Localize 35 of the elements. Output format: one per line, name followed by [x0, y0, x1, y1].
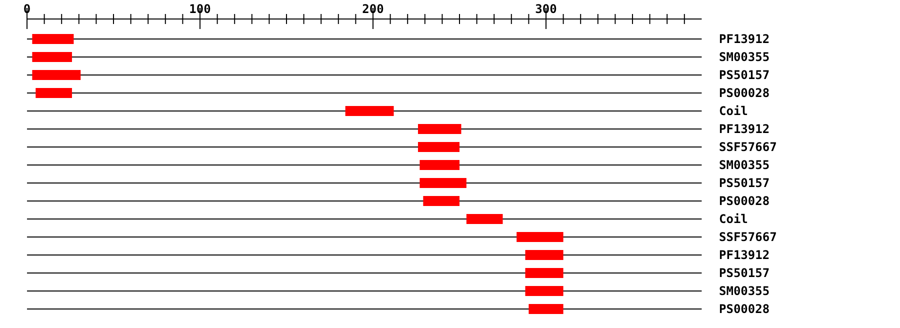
x-tick-label: 200 [362, 2, 384, 16]
bar [525, 250, 564, 260]
bar [420, 160, 460, 170]
y-tick-label: PF13912 [719, 248, 770, 262]
bar [32, 52, 72, 62]
bar [420, 178, 466, 188]
y-tick-label: SM00355 [719, 158, 770, 172]
bar [418, 124, 462, 134]
bar [32, 34, 74, 44]
x-tick-label: 300 [535, 2, 557, 16]
bar [36, 88, 72, 98]
bar [525, 286, 564, 296]
y-tick-label: SM00355 [719, 50, 770, 64]
bar [516, 232, 564, 242]
y-tick-label: PS50157 [719, 176, 770, 190]
y-tick-label: SM00355 [719, 284, 770, 298]
y-tick-label: PS00028 [719, 194, 770, 208]
y-tick-label: PS00028 [719, 302, 770, 316]
bar [525, 268, 564, 278]
y-tick-label: PS50157 [719, 266, 770, 280]
x-tick-label: 100 [189, 2, 211, 16]
bar [466, 214, 503, 224]
y-tick-label: SSF57667 [719, 230, 777, 244]
bar [32, 70, 81, 80]
bar [423, 196, 460, 206]
bar [345, 106, 394, 116]
y-tick-label: Coil [719, 212, 748, 226]
bar [528, 304, 564, 314]
y-tick-label: PS00028 [719, 86, 770, 100]
y-tick-label: PF13912 [719, 32, 770, 46]
y-tick-label: SSF57667 [719, 140, 777, 154]
y-tick-label: PF13912 [719, 122, 770, 136]
y-tick-label: PS50157 [719, 68, 770, 82]
y-tick-label: Coil [719, 104, 748, 118]
bar [418, 142, 460, 152]
